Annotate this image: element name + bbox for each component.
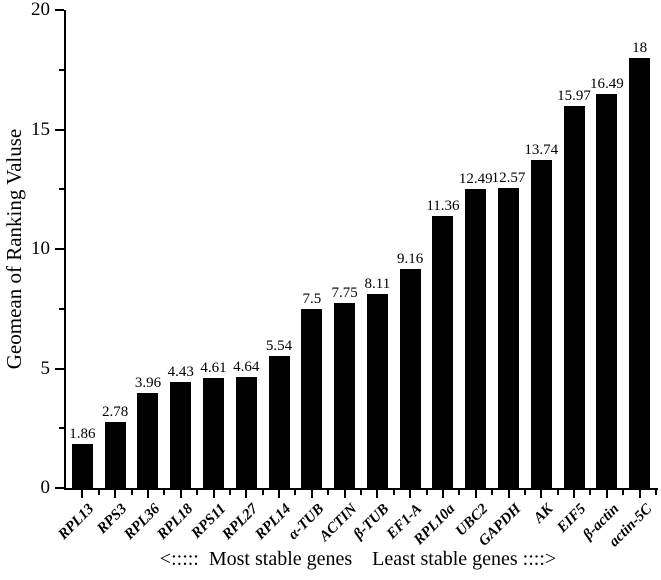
- y-tick-label: 5: [40, 357, 51, 379]
- x-minor-tick: [130, 490, 133, 495]
- bar-value-label: 2.78: [102, 403, 129, 420]
- y-minor-tick: [59, 307, 64, 310]
- stability-annotation: <::::: Most stable genes Least stable ge…: [159, 548, 557, 570]
- x-major-tick: [245, 490, 248, 498]
- y-tick-label: 20: [31, 0, 50, 20]
- y-minor-tick: [59, 427, 64, 430]
- bar: [596, 93, 618, 488]
- y-tick-label: 15: [31, 118, 50, 140]
- y-minor-tick: [59, 68, 64, 71]
- bar-value-label: 18: [632, 39, 648, 56]
- x-minor-tick: [261, 490, 264, 495]
- bar: [432, 216, 454, 488]
- bar: [465, 189, 487, 488]
- x-major-tick: [376, 490, 379, 498]
- x-minor-tick: [392, 490, 395, 495]
- x-major-tick: [179, 490, 182, 498]
- bar-value-label: 7.5: [302, 290, 322, 307]
- bar-value-label: 1.86: [69, 425, 96, 442]
- bar: [498, 187, 519, 488]
- x-major-tick: [343, 490, 346, 498]
- x-major-tick: [114, 490, 117, 498]
- x-major-tick: [474, 490, 477, 498]
- x-major-tick: [409, 490, 412, 498]
- bar: [629, 57, 651, 488]
- x-major-tick: [310, 490, 313, 498]
- bar-value-label: 4.43: [167, 364, 194, 381]
- x-major-tick: [573, 490, 576, 498]
- bar: [563, 106, 585, 488]
- x-major-tick: [278, 490, 281, 498]
- y-minor-tick: [59, 188, 64, 191]
- y-axis-line: [64, 10, 66, 490]
- x-minor-tick: [655, 490, 657, 495]
- bar: [399, 269, 421, 488]
- x-major-tick: [81, 490, 84, 498]
- bar: [235, 377, 257, 488]
- x-major-tick: [638, 490, 641, 498]
- x-minor-tick: [491, 490, 494, 495]
- bar-value-label: 16.49: [589, 75, 624, 92]
- bar: [170, 382, 192, 488]
- bar: [366, 294, 388, 488]
- x-minor-tick: [294, 490, 297, 495]
- bar-value-label: 5.54: [265, 337, 293, 354]
- x-minor-tick: [622, 490, 625, 495]
- y-major-tick: [55, 487, 64, 489]
- x-minor-tick: [589, 490, 592, 495]
- x-minor-tick: [360, 490, 362, 495]
- x-axis-line: [64, 488, 658, 490]
- x-minor-tick: [458, 490, 461, 495]
- x-minor-tick: [196, 490, 199, 495]
- bar-value-label: 3.96: [134, 375, 162, 392]
- bar-value-label: 4.61: [200, 359, 227, 376]
- bar-value-label: 9.16: [397, 251, 424, 268]
- x-minor-tick: [556, 490, 559, 495]
- bar-value-label: 8.11: [364, 276, 391, 293]
- bar-value-label: 13.74: [524, 141, 559, 158]
- bar: [301, 308, 323, 488]
- x-major-tick: [507, 490, 510, 498]
- y-major-tick: [55, 128, 64, 131]
- y-tick-label: 10: [31, 238, 50, 259]
- bar-value-label: 12.49: [458, 171, 493, 188]
- x-minor-tick: [523, 490, 526, 495]
- x-major-tick: [146, 490, 149, 498]
- y-major-tick: [55, 9, 64, 11]
- bar-value-label: 15.97: [557, 88, 591, 105]
- x-major-tick: [540, 490, 543, 498]
- x-minor-tick: [327, 490, 330, 495]
- x-minor-tick: [228, 490, 231, 495]
- bar: [203, 377, 224, 488]
- x-major-tick: [212, 490, 215, 498]
- bar: [104, 421, 126, 488]
- x-major-tick: [441, 490, 444, 498]
- x-minor-tick: [425, 490, 428, 495]
- y-major-tick: [55, 248, 64, 250]
- bar: [530, 159, 552, 488]
- bar: [268, 355, 290, 488]
- bar-value-label: 12.57: [491, 169, 526, 186]
- bar-value-label: 7.75: [331, 284, 358, 301]
- y-tick-label: 0: [40, 477, 51, 498]
- x-major-tick: [605, 490, 608, 498]
- bar: [334, 302, 356, 488]
- bar-value-label: 4.64: [233, 359, 260, 376]
- bar: [71, 443, 93, 488]
- bar-value-label: 11.36: [426, 198, 460, 215]
- x-minor-tick: [163, 490, 166, 495]
- y-major-tick: [55, 367, 64, 370]
- x-minor-tick: [97, 490, 100, 495]
- bar: [137, 393, 159, 488]
